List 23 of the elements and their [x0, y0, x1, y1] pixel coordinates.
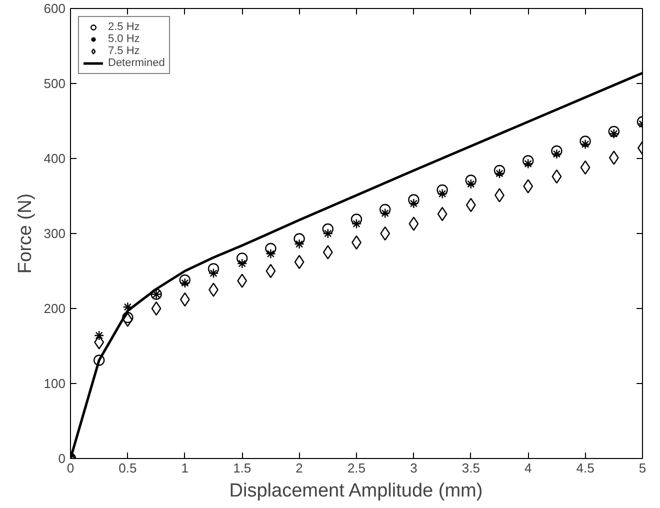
legend-label: 2.5 Hz — [108, 21, 140, 33]
y-tick-label: 200 — [44, 301, 66, 316]
y-tick-label: 400 — [44, 151, 66, 166]
x-tick-label: 2 — [296, 460, 303, 476]
legend-label: Determined — [108, 57, 165, 69]
y-tick-label: 300 — [44, 226, 66, 241]
x-tick-label: 4 — [524, 460, 532, 476]
x-tick-label: 3.5 — [462, 460, 480, 476]
x-tick-label: 4.5 — [576, 460, 594, 476]
y-tick-label: 0 — [58, 451, 66, 466]
x-tick-label: 2.5 — [347, 460, 366, 476]
x-tick-label: 5 — [638, 460, 646, 476]
legend-label: 7.5 Hz — [108, 45, 140, 57]
y-tick-label: 500 — [44, 76, 66, 91]
x-tick-label: 1.5 — [233, 460, 252, 476]
x-tick-label: 1 — [181, 460, 189, 476]
y-axis-title: Force (N) — [14, 193, 36, 274]
y-tick-label: 100 — [44, 376, 66, 391]
x-axis-title: Displacement Amplitude (mm) — [229, 480, 483, 502]
x-tick-label: 0.5 — [118, 460, 137, 476]
legend-label: 5.0 Hz — [108, 33, 140, 45]
y-tick-label: 600 — [44, 1, 66, 16]
x-tick-label: 3 — [410, 460, 418, 476]
